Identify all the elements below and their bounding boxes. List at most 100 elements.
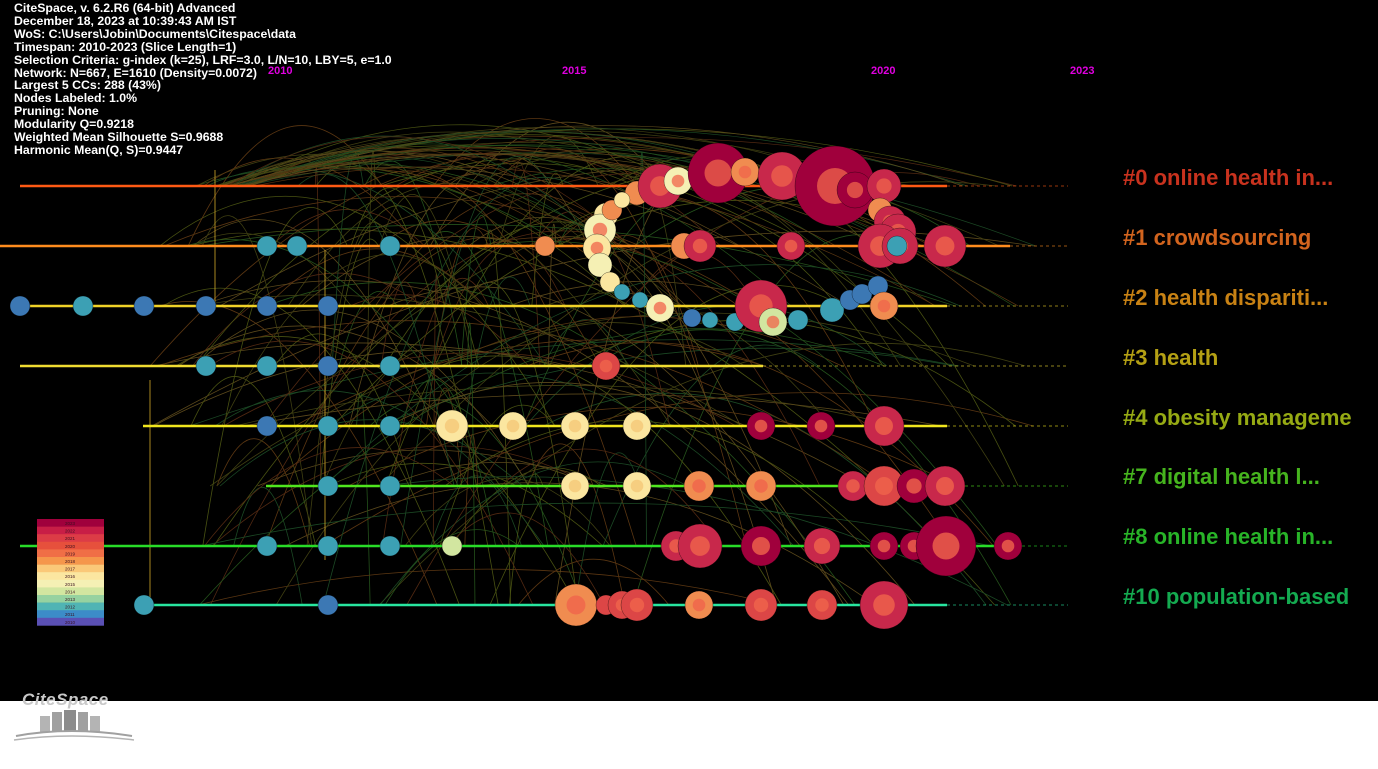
link-arc [199,328,885,606]
link-arc [247,131,651,187]
reference-node[interactable] [256,355,278,377]
reference-node[interactable] [9,295,31,317]
link-arc [189,339,960,427]
link-arc [178,325,493,427]
cluster-label-0[interactable]: #0 online health in... [1123,165,1334,190]
reference-node[interactable] [72,295,94,317]
reference-node [663,166,693,196]
node-core [692,598,706,612]
reference-node[interactable] [195,295,217,317]
legend-swatch [37,587,104,596]
reference-node[interactable] [256,295,278,317]
reference-node[interactable] [317,295,339,317]
legend-year-label: 2015 [65,582,76,587]
link-arc [423,231,549,547]
reference-node [286,235,308,257]
legend-year-label: 2011 [65,612,75,617]
reference-node [256,535,278,557]
cluster-label-8[interactable]: #8 online health in... [1123,524,1334,549]
cluster-label-10[interactable]: #10 population-based [1123,584,1350,609]
link-arc [433,244,566,367]
cluster-label-2[interactable]: #2 health dispariti... [1123,285,1329,310]
node-core [877,539,891,553]
reference-node[interactable] [534,235,556,257]
link-arc [315,163,499,606]
reference-node [740,525,782,567]
link-arc [429,121,666,247]
reference-node[interactable] [133,594,155,616]
link-arc [385,156,702,487]
reference-node[interactable] [587,252,613,278]
reference-node[interactable] [317,475,339,497]
link-arc [301,235,626,307]
link-arc [214,390,545,547]
reference-node [256,235,278,257]
reference-node[interactable] [379,535,401,557]
link-arc [204,447,455,547]
node-core [784,239,798,253]
reference-node [745,470,777,502]
link-arc [380,281,418,367]
cluster-label-7[interactable]: #7 digital health l... [1123,464,1320,489]
reference-node[interactable] [819,297,845,323]
reference-node[interactable] [256,535,278,557]
reference-node [869,531,899,561]
reference-node[interactable] [256,415,278,437]
link-arc [223,135,711,187]
reference-node[interactable] [195,355,217,377]
node-core [846,181,864,199]
link-arc [508,473,544,606]
reference-node[interactable] [317,415,339,437]
link-arc [432,274,438,547]
link-arc [456,276,531,487]
reference-node [993,531,1023,561]
reference-node[interactable] [701,311,719,329]
year-label-2023: 2023 [1070,65,1095,77]
reference-node[interactable] [317,535,339,557]
reference-node[interactable] [286,235,308,257]
reference-node[interactable] [256,235,278,257]
link-arc [444,420,876,547]
link-arc [158,320,890,487]
legend-year-label: 2020 [65,544,76,549]
reference-node[interactable] [599,271,621,293]
reference-node [599,271,621,293]
node-core [875,477,893,495]
link-arc [297,173,455,487]
link-arc [254,166,936,307]
reference-node [682,308,702,328]
link-arc [348,406,956,487]
reference-node[interactable] [133,295,155,317]
reference-node[interactable] [613,191,631,209]
cluster-label-1[interactable]: #1 crowdsourcing [1123,225,1312,250]
node-core [568,479,582,493]
timeline-view[interactable]: 2023 2022 2021 2020 2019 2018 2017 2016 2015 2014… [0,0,1378,701]
reference-node[interactable] [682,308,702,328]
info-line: Pruning: None [14,104,99,119]
link-arc [322,176,576,606]
link-arc [237,124,684,187]
link-arc [227,128,1013,187]
reference-node[interactable] [787,309,809,331]
link-arc [593,329,1012,606]
reference-node[interactable] [317,355,339,377]
reference-node [896,468,932,504]
cluster-label-4[interactable]: #4 obesity manageme [1123,405,1352,430]
node-core [771,165,793,187]
reference-node[interactable] [886,235,908,257]
reference-node[interactable] [379,355,401,377]
cluster-timeline-graph[interactable]: 2023 2022 2021 2020 2019 2018 2017 2016 2015 2014… [0,0,1378,701]
reference-node[interactable] [379,415,401,437]
reference-node[interactable] [379,475,401,497]
reference-node[interactable] [441,535,463,557]
link-arc [356,392,371,606]
cluster-label-3[interactable]: #3 health [1123,345,1219,370]
reference-node[interactable] [631,291,649,309]
reference-node[interactable] [317,594,339,616]
link-arc [548,223,557,367]
reference-node [677,523,723,569]
node-core [738,165,752,179]
reference-node[interactable] [379,235,401,257]
link-arc [206,167,547,367]
reference-node[interactable] [613,283,631,301]
